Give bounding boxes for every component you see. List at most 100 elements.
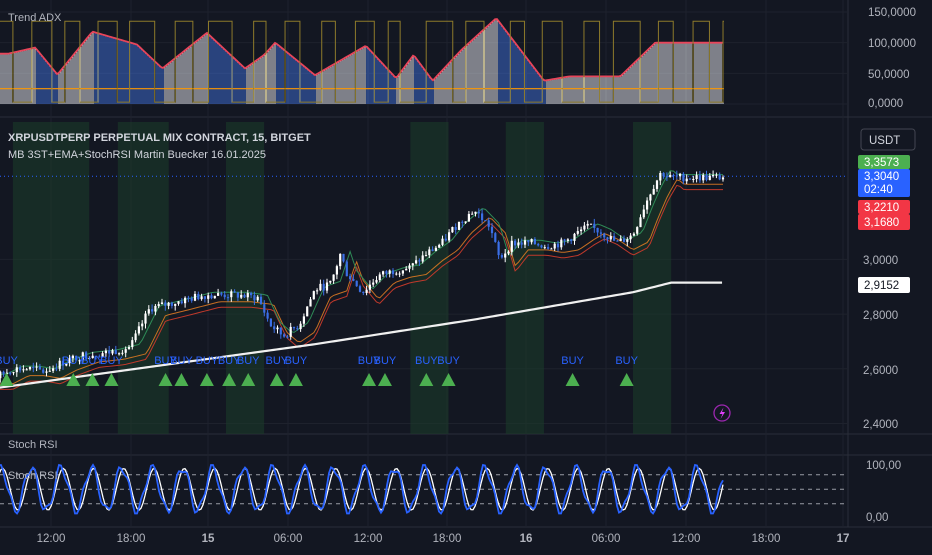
stoch-k-line [0, 463, 724, 515]
candle-body [586, 223, 589, 226]
candle-body [157, 304, 160, 306]
candle-body [570, 239, 573, 241]
candle-body [167, 302, 170, 306]
candle-body [259, 296, 263, 305]
candle-body [474, 211, 477, 214]
candle-body [457, 221, 461, 230]
candle-body [375, 280, 378, 283]
symbol-title: XRPUSDTPERP PERPETUAL MIX CONTRACT, 15, … [8, 132, 311, 144]
candle-body [223, 294, 226, 298]
candle-body [454, 227, 457, 230]
candle-body [408, 265, 411, 269]
candle-body [203, 296, 206, 299]
candle-body [121, 352, 124, 354]
buy-label-14: BUY [437, 355, 460, 367]
candle-body [553, 243, 556, 249]
candle-body [415, 260, 418, 264]
candle-body [233, 291, 236, 293]
time-label-0600-b: 06:00 [592, 533, 621, 545]
candle-body [342, 253, 345, 262]
candle-body [642, 209, 645, 218]
candle-body [698, 175, 701, 181]
trend-zone-4 [505, 122, 544, 434]
buy-label-8: BUY [237, 355, 260, 367]
candle-body [368, 284, 371, 290]
candle-body [319, 283, 322, 291]
candle-body [85, 352, 88, 359]
candle-body [464, 221, 467, 223]
candle-body [9, 372, 12, 374]
candle-body [358, 286, 362, 292]
candle-body [200, 296, 203, 300]
candle-body [533, 239, 536, 245]
candle-body [19, 367, 22, 371]
currency-button-label: USDT [869, 135, 900, 147]
buy-label-13: BUY [415, 355, 438, 367]
candle-body [537, 244, 540, 246]
candle-body [127, 347, 131, 350]
candle-body [256, 296, 259, 301]
candle-body [718, 174, 721, 180]
candle-body [147, 309, 150, 314]
candle-body [217, 293, 220, 296]
buy-label-7: BUY [218, 355, 241, 367]
lightning-icon[interactable] [713, 404, 731, 422]
buy-triangle-10 [288, 373, 303, 386]
candle-body [715, 174, 718, 176]
candle-body [385, 271, 388, 274]
candle-body [322, 283, 325, 291]
candle-body [243, 294, 246, 298]
price-tag-high: 3,3573 [858, 155, 910, 169]
candle-body [269, 318, 272, 327]
currency-button[interactable]: USDT [860, 128, 916, 151]
candle-body [467, 214, 470, 222]
candle-body [210, 295, 213, 299]
candle-body [88, 357, 91, 359]
candle-body [517, 242, 520, 246]
candle-body [15, 367, 18, 373]
candle-body [48, 370, 51, 372]
candle-body [61, 360, 65, 366]
price-tick-2.80: 2,8000 [863, 310, 898, 322]
price-tag-high-label: 3,3573 [864, 157, 899, 169]
buy-triangle-6 [199, 373, 214, 386]
candle-body [236, 292, 239, 298]
candle-body [391, 270, 395, 275]
adx-tick-150: 150,0000 [868, 7, 916, 19]
candle-body [365, 289, 368, 294]
candle-body [438, 244, 441, 248]
candle-body [622, 238, 626, 242]
time-label-1800-c: 18:00 [752, 533, 781, 545]
candle-body [220, 293, 223, 295]
candle-body [108, 350, 111, 354]
candle-body [164, 302, 167, 306]
candle-body [550, 248, 553, 250]
trend-zone-1 [117, 122, 169, 434]
buy-triangle-1 [66, 373, 81, 386]
candle-body [250, 293, 253, 296]
candle-body [382, 271, 385, 275]
buy-triangle-14 [441, 373, 456, 386]
price-tag-ema-label: 2,9152 [864, 280, 899, 292]
candle-body [98, 356, 101, 358]
candle-body [682, 173, 685, 182]
candle-body [632, 233, 635, 236]
candle-body [332, 274, 335, 281]
candle-body [708, 175, 711, 180]
candle-body [679, 173, 682, 177]
candle-body [101, 353, 104, 357]
stoch-pane [0, 463, 848, 515]
candle-body [500, 255, 503, 258]
candle-body [527, 240, 530, 243]
price-pane: BUYBUYBUYBUYBUYBUYBUYBUYBUYBUYBUYBUYBUYB… [0, 122, 848, 434]
candle-body [675, 175, 678, 177]
buy-label-3: BUY [100, 355, 123, 367]
candle-body [32, 367, 35, 369]
buy-triangle-4 [158, 373, 173, 386]
candle-body [302, 316, 305, 324]
price-tag-band-2-label: 3,1680 [864, 217, 899, 229]
time-label-1800-b: 18:00 [433, 533, 462, 545]
trend-zone-0 [12, 122, 90, 434]
